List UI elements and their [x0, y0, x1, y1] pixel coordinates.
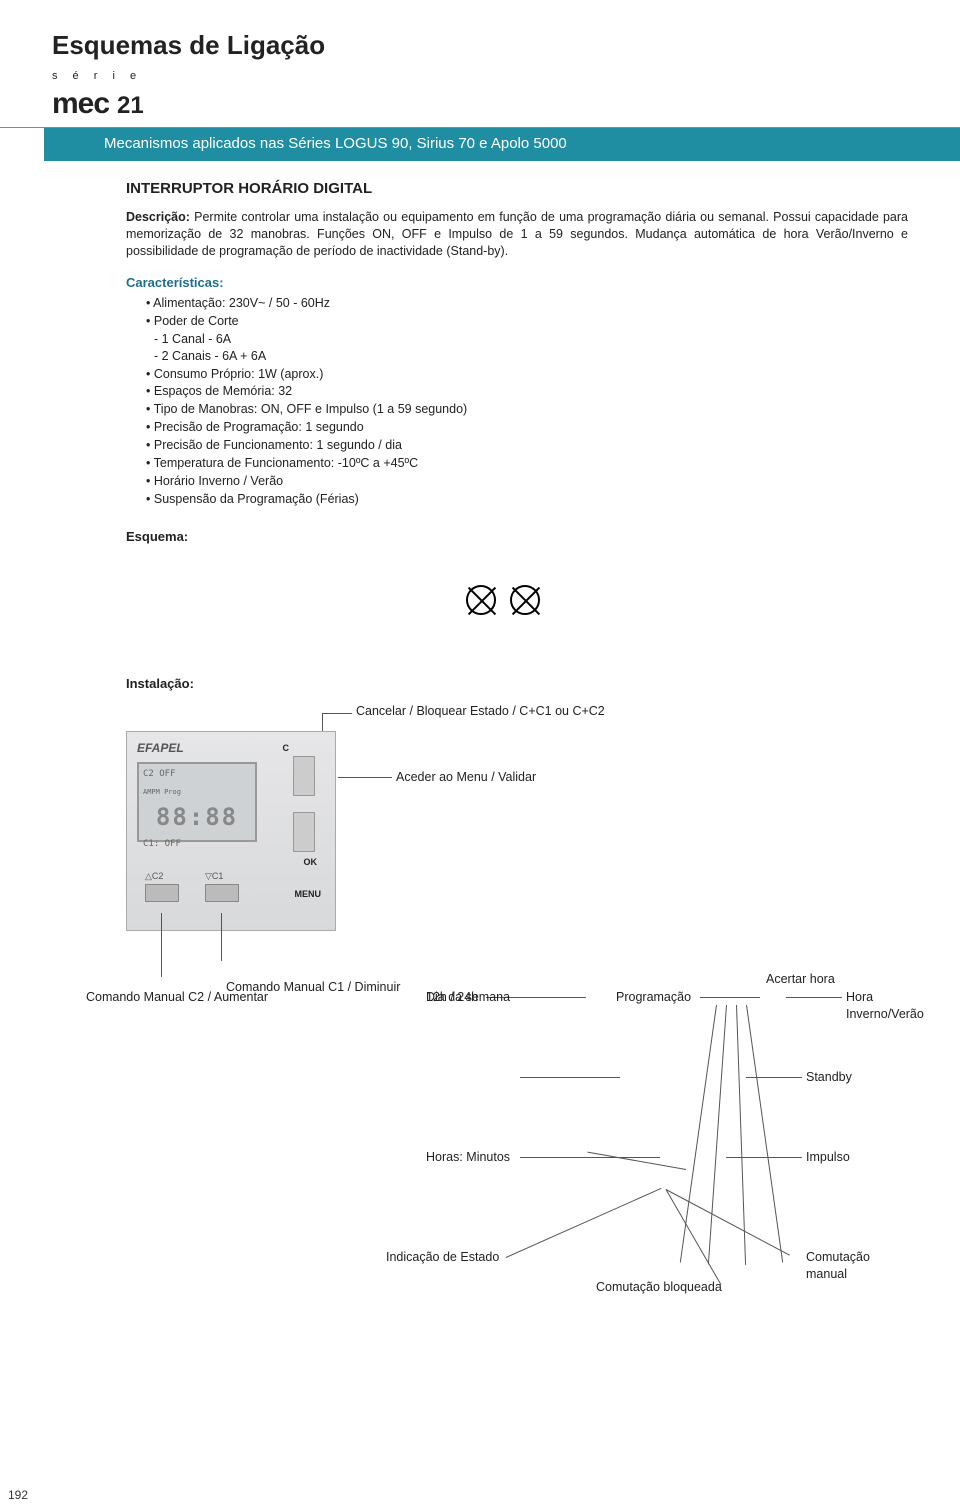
callout-cancel: Cancelar / Bloquear Estado / C+C1 ou C+C…	[356, 703, 605, 720]
page-title: Esquemas de Ligação	[52, 28, 908, 63]
brand-num: 21	[117, 90, 144, 122]
schematic-lamps	[466, 585, 908, 615]
leader-line	[736, 1005, 746, 1265]
callout-standby: Standby	[806, 1069, 852, 1086]
screen-time: 88:88	[139, 801, 255, 833]
esquema-title: Esquema:	[126, 528, 908, 546]
device-button-c1	[205, 884, 239, 902]
screen-line: C1: OFF	[139, 834, 255, 854]
desc-label: Descrição:	[126, 210, 190, 224]
device-panel: EFAPEL C2 OFF AMPM Prog 88:88 C1: OFF C …	[126, 731, 336, 931]
device-button-ok	[293, 812, 315, 852]
lamp-icon	[510, 585, 540, 615]
char-item: Espaços de Memória: 32	[146, 383, 908, 400]
serie-label: s é r i e	[52, 69, 908, 84]
leader-line	[520, 1077, 620, 1078]
callout-com-bloq: Comutação bloqueada	[596, 1279, 722, 1296]
callout-horas: Horas: Minutos	[426, 1149, 510, 1166]
lamp-icon	[466, 585, 496, 615]
divider	[0, 127, 960, 128]
callout-impulso: Impulso	[806, 1149, 850, 1166]
callout-hora-iv: Hora Inverno/Verão	[846, 989, 924, 1023]
btn-ok-label: OK	[304, 856, 318, 868]
char-item: Precisão de Programação: 1 segundo	[146, 419, 908, 436]
btn-c-label: C	[283, 742, 290, 754]
char-sub: - 1 Canal - 6A	[126, 331, 908, 348]
char-item: Suspensão da Programação (Férias)	[146, 491, 908, 508]
leader-line	[520, 1157, 660, 1158]
leader-line	[506, 1188, 662, 1258]
device-diagram: Cancelar / Bloquear Estado / C+C1 ou C+C…	[126, 703, 908, 983]
callout-acertar: Acertar hora	[766, 971, 835, 988]
char-item: Tipo de Manobras: ON, OFF e Impulso (1 a…	[146, 401, 908, 418]
description: Descrição: Permite controlar uma instala…	[126, 209, 908, 260]
characteristics-title: Características:	[126, 274, 908, 292]
btn-c2-label: △C2	[145, 870, 163, 882]
btn-menu-label: MENU	[295, 888, 322, 900]
char-item: Precisão de Funcionamento: 1 segundo / d…	[146, 437, 908, 454]
series-block: s é r i e mec 21	[52, 69, 908, 124]
callout-dia: Dia da semana	[426, 989, 510, 1006]
char-item: Temperatura de Funcionamento: -10ºC a +4…	[146, 455, 908, 472]
callout-com-man: Comutação manual	[806, 1249, 908, 1283]
char-item: Poder de Corte	[146, 313, 908, 330]
desc-text: Permite controlar uma instalação ou equi…	[126, 210, 908, 258]
leader-line	[726, 1157, 802, 1158]
device-brand: EFAPEL	[137, 740, 184, 756]
characteristics-list-2: Consumo Próprio: 1W (aprox.) Espaços de …	[126, 366, 908, 508]
page-number: 192	[8, 1487, 28, 1503]
device-button-c	[293, 756, 315, 796]
callout-cmd-c2: Comando Manual C2 / Aumentar	[86, 989, 268, 1006]
leader-line	[322, 713, 352, 714]
characteristics-list: Alimentação: 230V~ / 50 - 60Hz Poder de …	[126, 295, 908, 330]
btn-c1-label: ▽C1	[205, 870, 223, 882]
lower-labels: Comando Manual C2 / Aumentar 12h / 24h P…	[126, 989, 908, 1349]
screen-line: C2 OFF	[139, 764, 255, 784]
callout-indicacao: Indicação de Estado	[386, 1249, 499, 1266]
char-item: Consumo Próprio: 1W (aprox.)	[146, 366, 908, 383]
leader-line	[221, 913, 222, 961]
section-title: INTERRUPTOR HORÁRIO DIGITAL	[126, 179, 908, 199]
char-item: Horário Inverno / Verão	[146, 473, 908, 490]
device-screen: C2 OFF AMPM Prog 88:88 C1: OFF	[137, 762, 257, 842]
callout-programacao: Programação	[616, 989, 691, 1006]
leader-line	[700, 997, 760, 998]
leader-line	[746, 1077, 802, 1078]
leader-line	[587, 1151, 686, 1169]
screen-line: AMPM Prog	[139, 784, 255, 801]
leader-line	[786, 997, 842, 998]
char-item: Alimentação: 230V~ / 50 - 60Hz	[146, 295, 908, 312]
char-sub: - 2 Canais - 6A + 6A	[126, 348, 908, 365]
instalacao-title: Instalação:	[126, 675, 908, 693]
leader-line	[338, 777, 392, 778]
banner: Mecanismos aplicados nas Séries LOGUS 90…	[44, 128, 960, 160]
leader-line	[161, 913, 162, 977]
device-button-c2	[145, 884, 179, 902]
leader-line	[746, 1005, 783, 1263]
brand-mec: mec	[52, 84, 109, 125]
callout-aceder: Aceder ao Menu / Validar	[396, 769, 536, 786]
